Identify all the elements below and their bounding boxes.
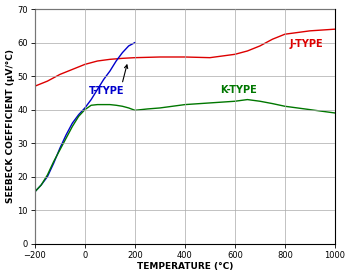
- Y-axis label: SEEBECK COEFFICIENT (µV/°C): SEEBECK COEFFICIENT (µV/°C): [6, 49, 14, 203]
- X-axis label: TEMPERATURE (°C): TEMPERATURE (°C): [137, 262, 233, 271]
- Text: J-TYPE: J-TYPE: [290, 39, 324, 49]
- Text: T-TYPE: T-TYPE: [89, 86, 124, 96]
- Text: K-TYPE: K-TYPE: [220, 84, 257, 94]
